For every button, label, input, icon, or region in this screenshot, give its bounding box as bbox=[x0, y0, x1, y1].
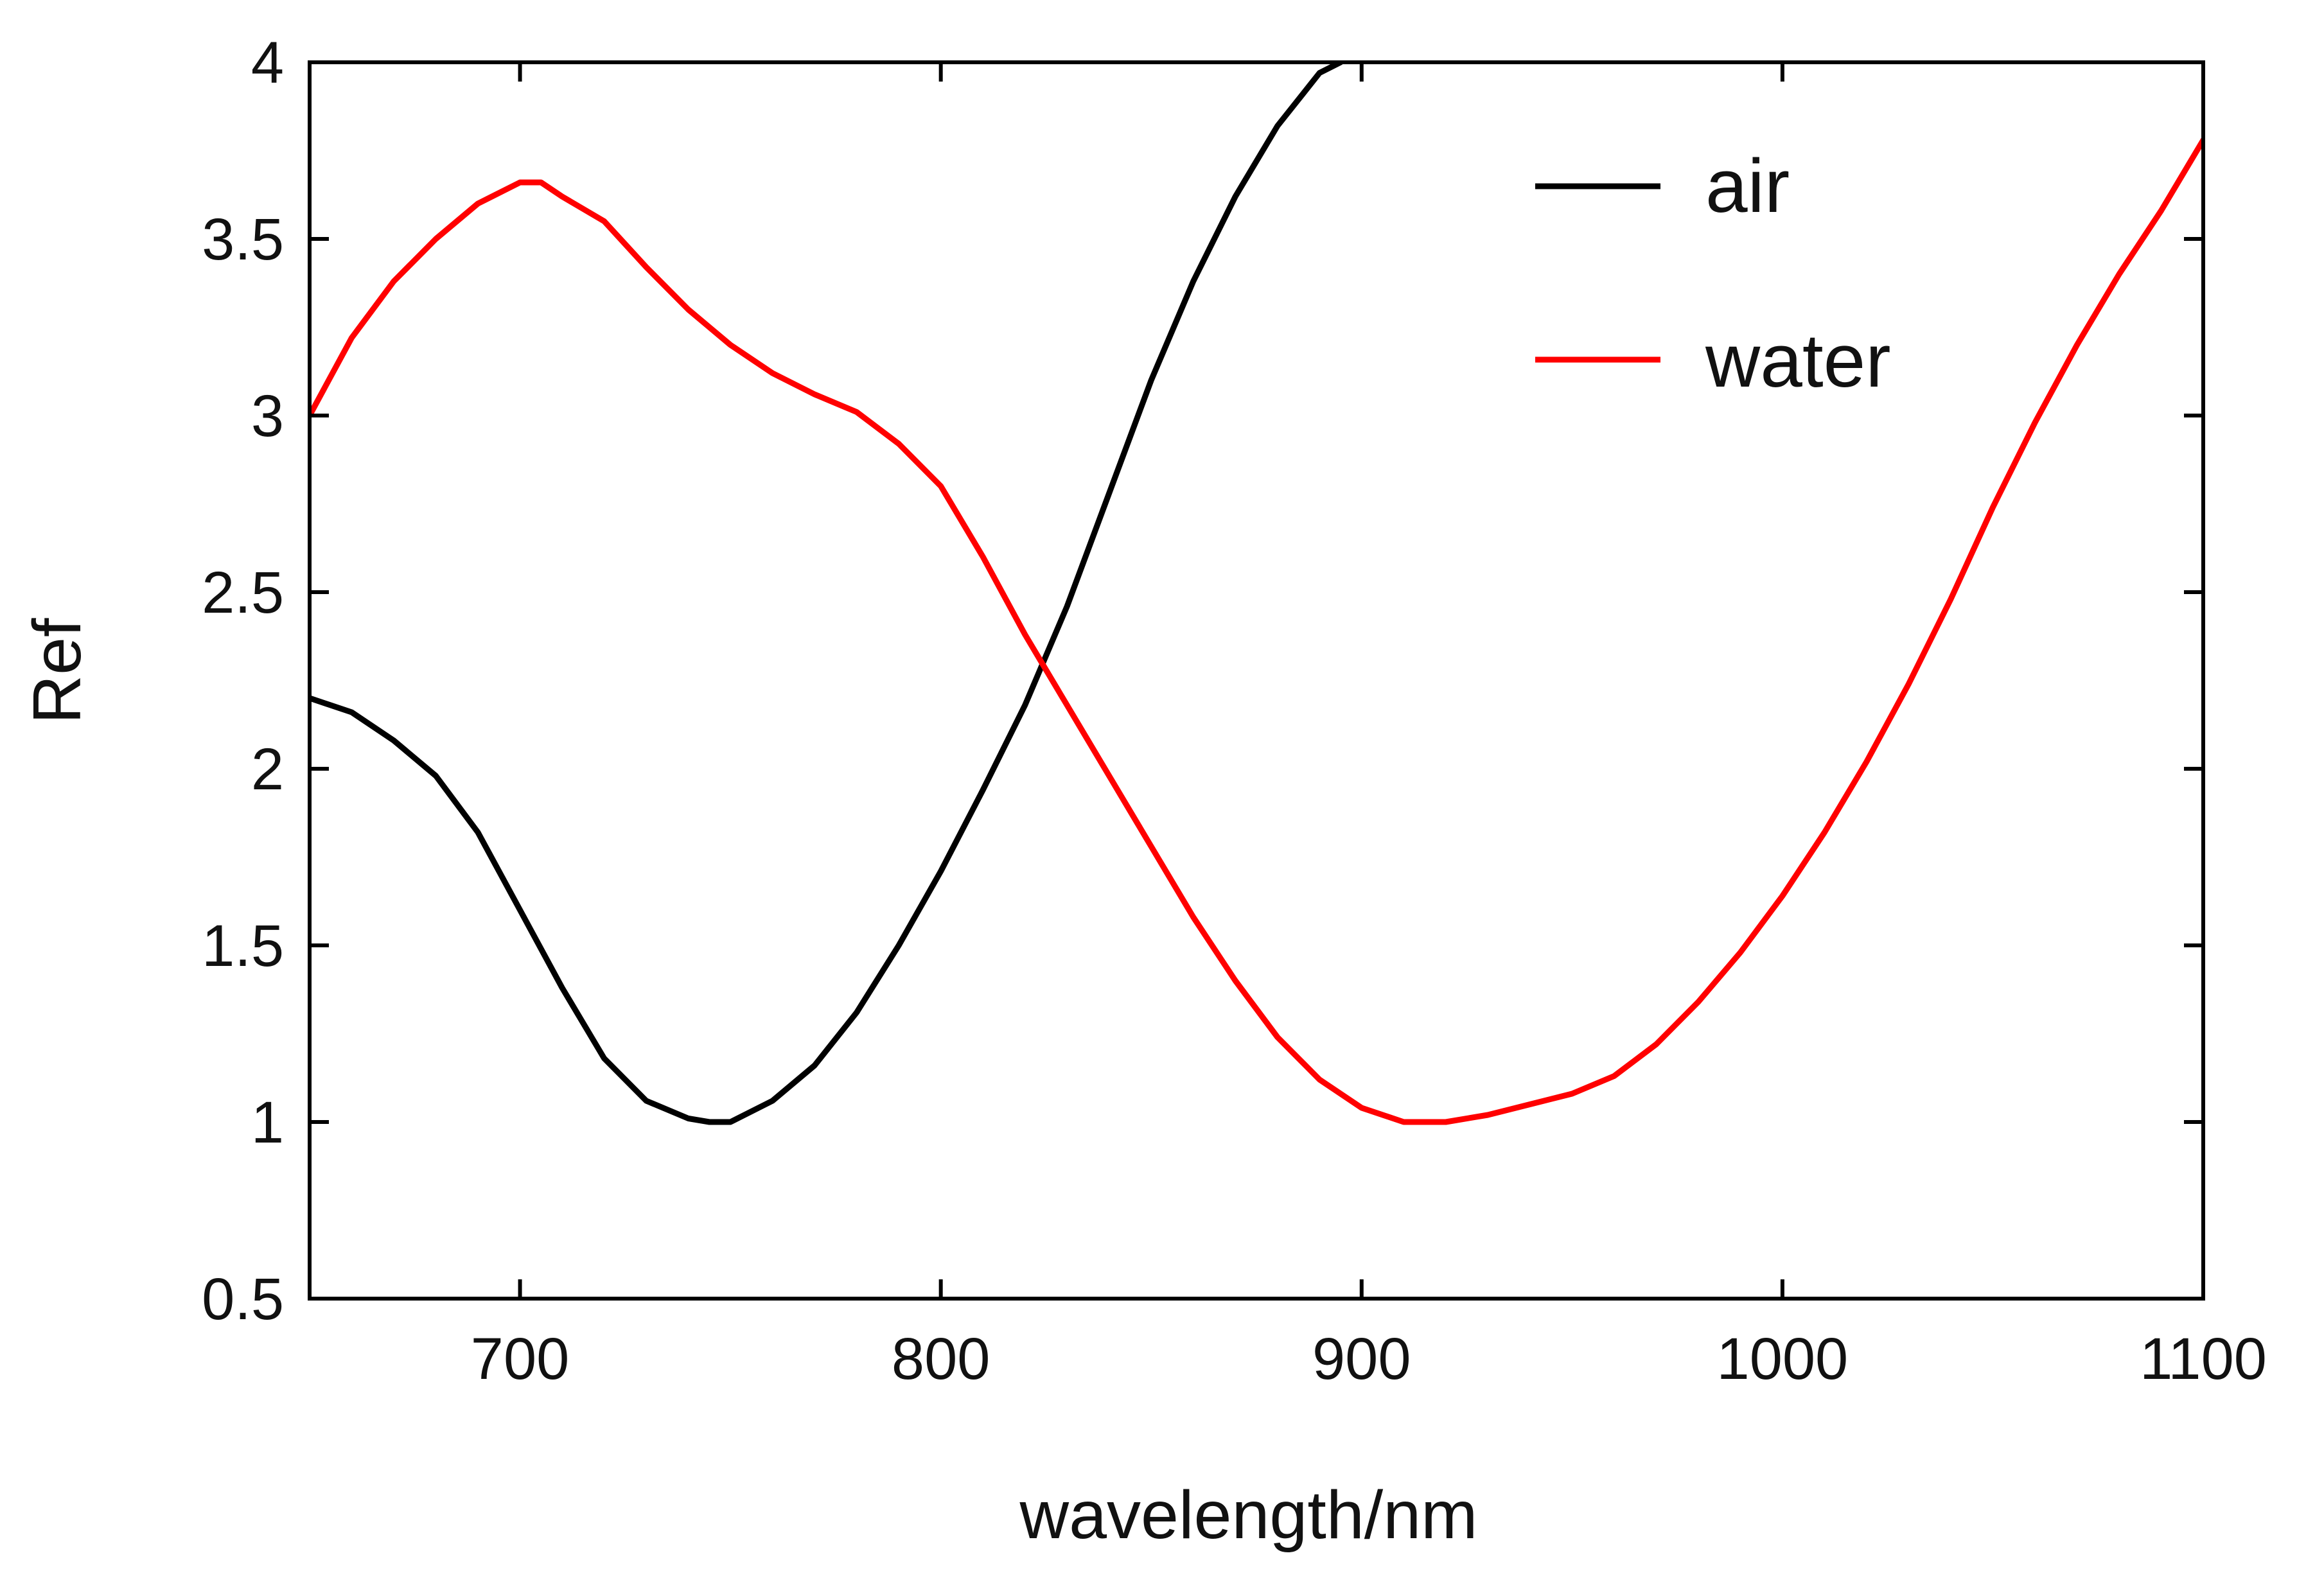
plot-frame bbox=[308, 60, 2205, 1301]
x-tick-label: 900 bbox=[1312, 1326, 1411, 1392]
legend-label-air: air bbox=[1705, 144, 1790, 229]
tick-layer: 700 800 900 1000 1100 0.5 1 1.5 2 2.5 3 3.5 4 bbox=[202, 30, 2267, 1392]
y-tick-label: 1 bbox=[251, 1090, 284, 1155]
legend: air water bbox=[1535, 144, 1891, 403]
series-layer bbox=[310, 62, 2203, 1125]
y-tick-label: 2 bbox=[251, 737, 284, 802]
y-tick-label: 3.5 bbox=[202, 207, 284, 272]
y-tick-label: 4 bbox=[251, 30, 284, 96]
y-tick-label: 3 bbox=[251, 383, 284, 449]
y-axis-label: Ref bbox=[19, 618, 95, 724]
y-tick-label: 0.5 bbox=[202, 1267, 284, 1332]
series-line-water bbox=[310, 137, 2203, 1125]
x-axis-label: wavelength/nm bbox=[1019, 1477, 1478, 1553]
x-tick-label: 800 bbox=[892, 1326, 990, 1392]
y-tick-label: 1.5 bbox=[202, 913, 284, 979]
x-tick-label: 1000 bbox=[1717, 1326, 1849, 1392]
x-tick-label: 700 bbox=[471, 1326, 570, 1392]
x-tick-label: 1100 bbox=[2140, 1326, 2267, 1392]
y-tick-label: 2.5 bbox=[202, 560, 284, 626]
legend-label-water: water bbox=[1705, 319, 1891, 403]
series-line-air bbox=[310, 62, 1344, 1125]
